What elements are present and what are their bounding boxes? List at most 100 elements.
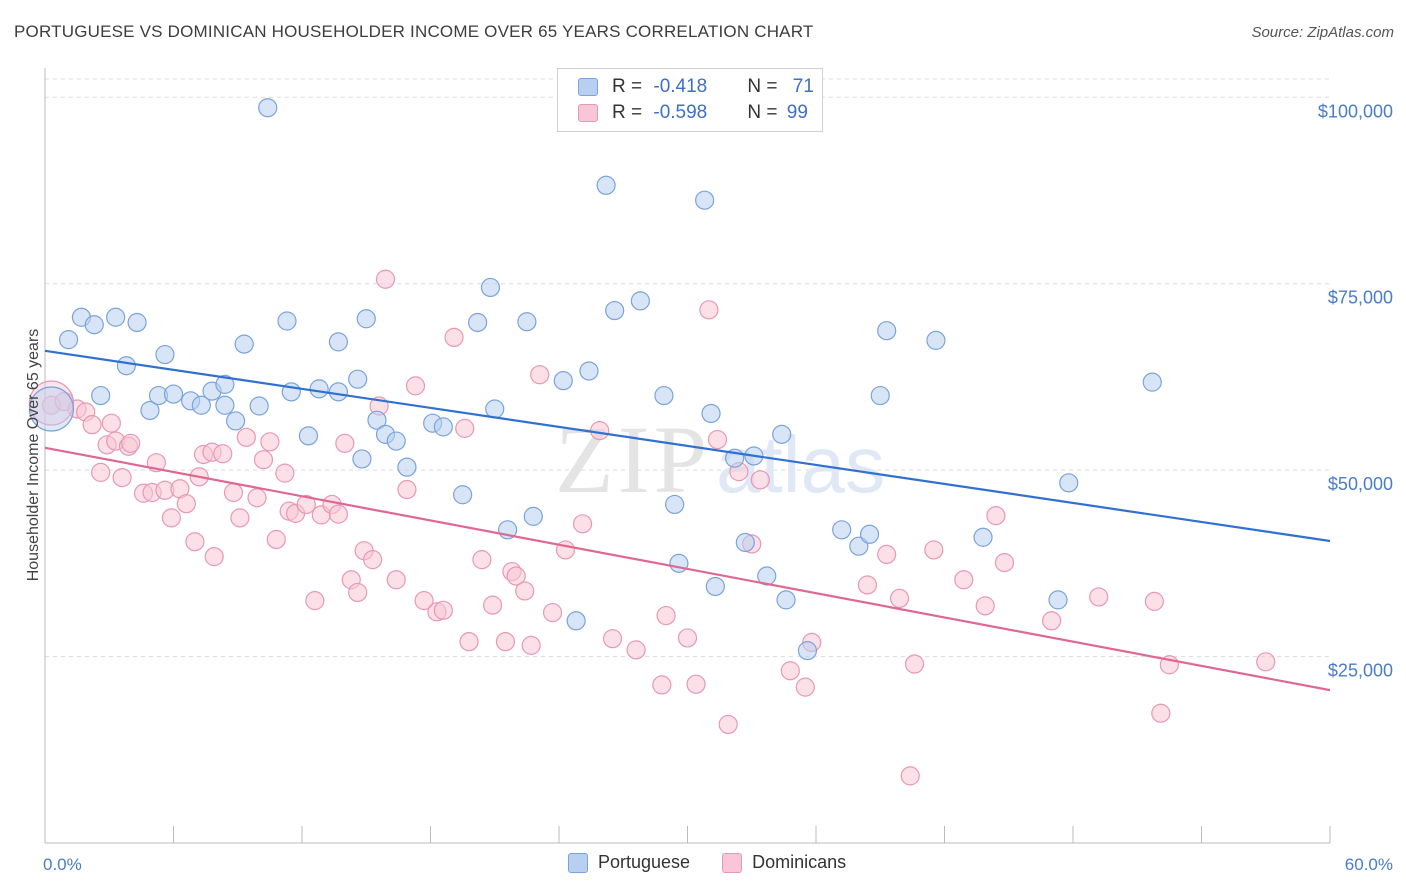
dominican-point — [686, 674, 706, 694]
dominican-point — [994, 553, 1015, 573]
dominican-point — [260, 432, 280, 452]
dominican-point — [602, 629, 623, 649]
dominican-points — [28, 269, 1276, 786]
dominican-point — [161, 508, 181, 528]
portuguese-point — [84, 315, 104, 335]
dominican-point — [904, 654, 925, 674]
portuguese-point — [433, 417, 453, 437]
dominican-point — [397, 479, 417, 500]
n-value: 71 — [792, 76, 814, 97]
dominican-point — [590, 421, 610, 441]
portuguese-point — [859, 524, 880, 544]
dominican-point — [677, 628, 698, 648]
dominican-point — [1151, 703, 1171, 723]
portuguese-point — [298, 426, 319, 446]
dominican-point — [542, 602, 563, 623]
dominican-point — [572, 514, 593, 534]
dominican-point — [1041, 611, 1062, 631]
portuguese-point — [453, 485, 473, 505]
dominican-point — [375, 269, 396, 289]
dominican-point — [121, 433, 141, 453]
legend-row-dominicans: R = -0.598 N = 99 — [578, 101, 808, 125]
dominican-swatch — [722, 852, 743, 873]
dominican-point — [506, 566, 526, 586]
portuguese-point — [367, 410, 387, 430]
dominican-point — [626, 640, 646, 660]
dominican-point — [889, 588, 910, 609]
dominican-point — [296, 494, 316, 515]
dominican-point — [275, 463, 295, 483]
dominican-point — [795, 677, 815, 697]
legend-label-dominicans: Dominicans — [752, 852, 847, 872]
y-tick-label: $100,000 — [1318, 101, 1393, 121]
portuguese-point — [277, 311, 297, 331]
portuguese-point — [517, 312, 537, 332]
dominican-point — [405, 376, 426, 396]
watermark-zip: ZIP — [555, 406, 711, 513]
dominican-point — [176, 494, 196, 514]
dominican-point — [386, 570, 406, 590]
portuguese-point — [28, 386, 75, 432]
dominican-trend-line — [44, 446, 1331, 692]
source-label: Source: ZipAtlas.com — [1251, 24, 1394, 41]
dominican-point — [975, 596, 995, 616]
dominican-point — [718, 714, 738, 735]
y-axis-label: Householder Income Over 65 years — [25, 329, 42, 582]
portuguese-point — [352, 449, 372, 469]
y-tick-label: $50,000 — [1328, 474, 1393, 494]
dominican-point — [363, 550, 383, 570]
dominican-point — [112, 468, 132, 488]
portuguese-point — [926, 330, 946, 350]
dominican-point — [750, 470, 770, 490]
dominican-point — [414, 591, 434, 611]
dominican-point — [857, 575, 878, 595]
n-label: N = — [747, 102, 783, 123]
dominican-point — [472, 550, 492, 570]
portuguese-point — [705, 576, 725, 597]
dominican-point — [986, 506, 1006, 526]
watermark: ZIP atlas — [555, 406, 885, 513]
dominican-point — [236, 427, 256, 447]
series-legend: Portuguese Dominicans — [568, 852, 878, 873]
n-label: N = — [747, 76, 783, 97]
x-tick-label: 60.0% — [1345, 855, 1393, 874]
dominican-swatch — [578, 104, 598, 122]
portuguese-point — [596, 175, 616, 195]
dominican-point — [213, 444, 233, 464]
portuguese-point — [127, 312, 147, 333]
dominican-point — [101, 413, 121, 433]
legend-item-portuguese[interactable]: Portuguese — [568, 852, 690, 873]
portuguese-point — [328, 332, 349, 352]
dominican-point — [247, 488, 267, 508]
portuguese-point — [485, 399, 505, 419]
portuguese-point — [776, 590, 796, 610]
legend-item-dominicans[interactable]: Dominicans — [722, 852, 846, 873]
dominican-point — [1089, 587, 1109, 607]
dominican-point — [877, 544, 897, 565]
r-value: -0.418 — [653, 76, 708, 97]
r-label: R = — [612, 102, 648, 123]
portuguese-point — [579, 361, 599, 381]
dominican-point — [530, 365, 550, 385]
dominican-point — [230, 508, 250, 528]
portuguese-point — [654, 385, 674, 406]
portuguese-point — [772, 424, 792, 444]
dominican-point — [335, 433, 355, 453]
legend-row-portuguese: R = -0.418 N = 71 — [578, 75, 814, 99]
y-tick-label: $75,000 — [1328, 288, 1393, 308]
dominican-point — [900, 766, 920, 786]
legend-label-portuguese: Portuguese — [598, 852, 691, 872]
portuguese-point — [669, 553, 689, 573]
portuguese-point — [397, 457, 417, 477]
portuguese-point — [1142, 372, 1162, 392]
portuguese-point — [757, 566, 777, 586]
portuguese-point — [91, 385, 111, 406]
dominican-point — [652, 675, 672, 695]
chart-title: PORTUGUESE VS DOMINICAN HOUSEHOLDER INCO… — [14, 22, 814, 41]
portuguese-points — [28, 98, 1162, 661]
portuguese-swatch — [568, 852, 588, 873]
y-tick-labels: $25,000 $50,000 $75,000 $100,000 — [1318, 101, 1393, 680]
portuguese-trend-line — [44, 349, 1331, 543]
dominican-point — [433, 600, 453, 620]
